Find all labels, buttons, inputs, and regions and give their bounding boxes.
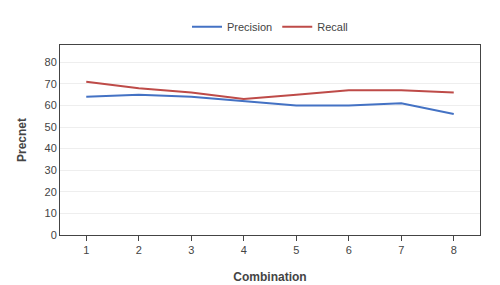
svg-text:7: 7: [398, 244, 404, 256]
svg-text:1: 1: [83, 244, 89, 256]
svg-text:10: 10: [45, 207, 57, 219]
svg-text:Precision: Precision: [227, 21, 272, 33]
svg-text:30: 30: [45, 164, 57, 176]
svg-text:2: 2: [136, 244, 142, 256]
svg-text:5: 5: [293, 244, 299, 256]
svg-text:80: 80: [45, 56, 57, 68]
svg-text:6: 6: [346, 244, 352, 256]
svg-text:20: 20: [45, 186, 57, 198]
svg-text:8: 8: [451, 244, 457, 256]
svg-text:40: 40: [45, 142, 57, 154]
svg-text:70: 70: [45, 78, 57, 90]
svg-text:4: 4: [241, 244, 247, 256]
svg-text:60: 60: [45, 99, 57, 111]
svg-text:0: 0: [51, 229, 57, 241]
svg-text:50: 50: [45, 121, 57, 133]
svg-text:Combination: Combination: [233, 270, 306, 284]
svg-text:Recall: Recall: [317, 21, 348, 33]
svg-text:Precnet: Precnet: [15, 118, 29, 162]
svg-text:3: 3: [188, 244, 194, 256]
